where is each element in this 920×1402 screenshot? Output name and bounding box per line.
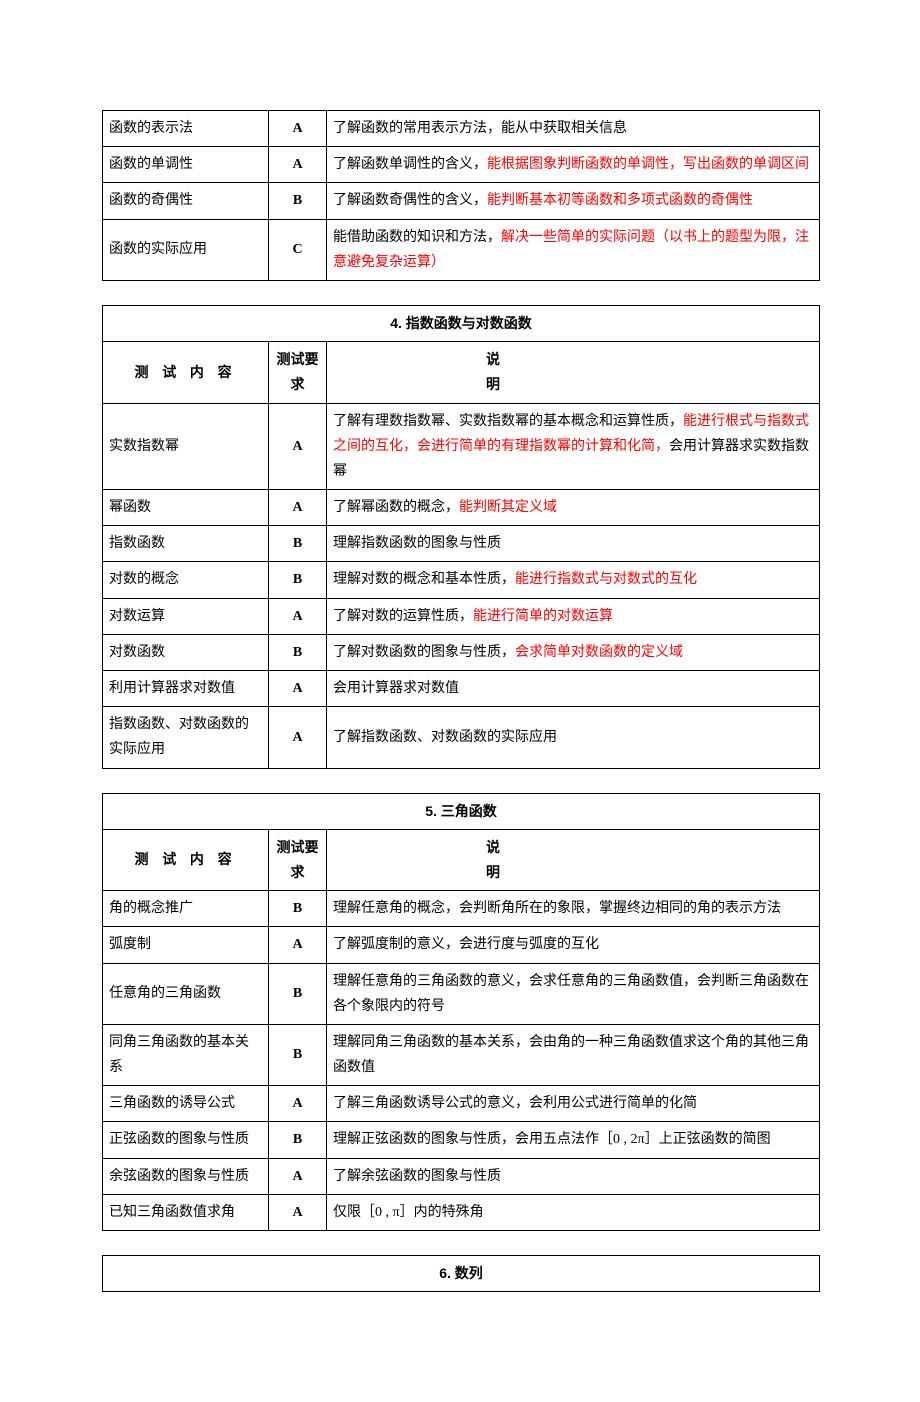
cell-content: 三角函数的诱导公式 — [103, 1086, 269, 1122]
hdr-content: 测 试 内 容 — [103, 342, 269, 403]
cell-desc: 了解三角函数诱导公式的意义，会利用公式进行简单的化简 — [327, 1086, 820, 1122]
table-fragment: 函数的表示法A了解函数的常用表示方法，能从中获取相关信息函数的单调性A了解函数单… — [102, 110, 820, 281]
fragment-body: 函数的表示法A了解函数的常用表示方法，能从中获取相关信息函数的单调性A了解函数单… — [103, 111, 820, 281]
section5-title: 5. 三角函数 — [103, 793, 820, 829]
table-row: 对数函数B了解对数函数的图象与性质，会求简单对数函数的定义域 — [103, 634, 820, 670]
cell-desc: 了解余弦函数的图象与性质 — [327, 1158, 820, 1194]
cell-desc: 理解指数函数的图象与性质 — [327, 526, 820, 562]
cell-content: 已知三角函数值求角 — [103, 1194, 269, 1230]
table-section6: 6. 数列 — [102, 1255, 820, 1292]
table-row: 实数指数幂A了解有理数指数幂、实数指数幂的基本概念和运算性质，能进行根式与指数式… — [103, 403, 820, 490]
cell-desc: 理解正弦函数的图象与性质，会用五点法作［0 , 2π］上正弦函数的简图 — [327, 1122, 820, 1158]
cell-content: 弧度制 — [103, 927, 269, 963]
cell-level: B — [269, 1122, 327, 1158]
cell-level: A — [269, 707, 327, 768]
cell-content: 幂函数 — [103, 490, 269, 526]
cell-level: A — [269, 1086, 327, 1122]
hdr-desc: 说明 — [327, 829, 820, 890]
cell-level: A — [269, 927, 327, 963]
cell-content: 函数的实际应用 — [103, 219, 269, 280]
table-row: 三角函数的诱导公式A了解三角函数诱导公式的意义，会利用公式进行简单的化简 — [103, 1086, 820, 1122]
cell-desc: 能借助函数的知识和方法，解决一些简单的实际问题（以书上的题型为限，注意避免复杂运… — [327, 219, 820, 280]
cell-desc: 了解指数函数、对数函数的实际应用 — [327, 707, 820, 768]
cell-level: B — [269, 634, 327, 670]
cell-desc: 仅限［0 , π］内的特殊角 — [327, 1194, 820, 1230]
cell-content: 函数的单调性 — [103, 147, 269, 183]
table-row: 利用计算器求对数值A会用计算器求对数值 — [103, 671, 820, 707]
cell-desc: 会用计算器求对数值 — [327, 671, 820, 707]
table-row: 指数函数、对数函数的实际应用A了解指数函数、对数函数的实际应用 — [103, 707, 820, 768]
table-row: 函数的单调性A了解函数单调性的含义，能根据图象判断函数的单调性，写出函数的单调区… — [103, 147, 820, 183]
section4-title: 4. 指数函数与对数函数 — [103, 305, 820, 341]
table-row: 幂函数A了解幂函数的概念，能判断其定义域 — [103, 490, 820, 526]
cell-level: A — [269, 598, 327, 634]
table-row: 角的概念推广B理解任意角的概念，会判断角所在的象限，掌握终边相同的角的表示方法 — [103, 891, 820, 927]
cell-content: 函数的奇偶性 — [103, 183, 269, 219]
hdr-level: 测试要求 — [269, 829, 327, 890]
cell-level: B — [269, 1024, 327, 1085]
table-row: 同角三角函数的基本关系B理解同角三角函数的基本关系，会由角的一种三角函数值求这个… — [103, 1024, 820, 1085]
cell-content: 角的概念推广 — [103, 891, 269, 927]
hdr-level: 测试要求 — [269, 342, 327, 403]
cell-content: 实数指数幂 — [103, 403, 269, 490]
cell-content: 对数函数 — [103, 634, 269, 670]
cell-content: 正弦函数的图象与性质 — [103, 1122, 269, 1158]
cell-desc: 了解对数的运算性质，能进行简单的对数运算 — [327, 598, 820, 634]
cell-level: B — [269, 562, 327, 598]
cell-content: 余弦函数的图象与性质 — [103, 1158, 269, 1194]
cell-content: 对数运算 — [103, 598, 269, 634]
table-row: 函数的实际应用C能借助函数的知识和方法，解决一些简单的实际问题（以书上的题型为限… — [103, 219, 820, 280]
cell-content: 任意角的三角函数 — [103, 963, 269, 1024]
cell-desc: 理解对数的概念和基本性质，能进行指数式与对数式的互化 — [327, 562, 820, 598]
cell-content: 同角三角函数的基本关系 — [103, 1024, 269, 1085]
hdr-content: 测 试 内 容 — [103, 829, 269, 890]
cell-desc: 理解任意角的概念，会判断角所在的象限，掌握终边相同的角的表示方法 — [327, 891, 820, 927]
cell-level: A — [269, 147, 327, 183]
table-row: 函数的表示法A了解函数的常用表示方法，能从中获取相关信息 — [103, 111, 820, 147]
cell-desc: 了解对数函数的图象与性质，会求简单对数函数的定义域 — [327, 634, 820, 670]
cell-desc: 了解函数单调性的含义，能根据图象判断函数的单调性，写出函数的单调区间 — [327, 147, 820, 183]
cell-desc: 了解有理数指数幂、实数指数幂的基本概念和运算性质，能进行根式与指数式之间的互化，… — [327, 403, 820, 490]
cell-desc: 了解弧度制的意义，会进行度与弧度的互化 — [327, 927, 820, 963]
cell-level: B — [269, 891, 327, 927]
cell-desc: 了解函数的常用表示方法，能从中获取相关信息 — [327, 111, 820, 147]
table-row: 任意角的三角函数B理解任意角的三角函数的意义，会求任意角的三角函数值，会判断三角… — [103, 963, 820, 1024]
cell-content: 利用计算器求对数值 — [103, 671, 269, 707]
table-row: 正弦函数的图象与性质B理解正弦函数的图象与性质，会用五点法作［0 , 2π］上正… — [103, 1122, 820, 1158]
header-row: 测 试 内 容 测试要求 说明 — [103, 342, 820, 403]
cell-level: A — [269, 1158, 327, 1194]
table-section5: 5. 三角函数 测 试 内 容 测试要求 说明 角的概念推广B理解任意角的概念，… — [102, 793, 820, 1231]
table-row: 对数的概念B理解对数的概念和基本性质，能进行指数式与对数式的互化 — [103, 562, 820, 598]
section4-body: 实数指数幂A了解有理数指数幂、实数指数幂的基本概念和运算性质，能进行根式与指数式… — [103, 403, 820, 768]
cell-level: B — [269, 963, 327, 1024]
table-row: 对数运算A了解对数的运算性质，能进行简单的对数运算 — [103, 598, 820, 634]
table-row: 弧度制A了解弧度制的意义，会进行度与弧度的互化 — [103, 927, 820, 963]
cell-level: A — [269, 671, 327, 707]
section6-title: 6. 数列 — [103, 1256, 820, 1292]
cell-desc: 了解幂函数的概念，能判断其定义域 — [327, 490, 820, 526]
section5-body: 角的概念推广B理解任意角的概念，会判断角所在的象限，掌握终边相同的角的表示方法弧… — [103, 891, 820, 1231]
hdr-desc: 说明 — [327, 342, 820, 403]
cell-desc: 理解同角三角函数的基本关系，会由角的一种三角函数值求这个角的其他三角函数值 — [327, 1024, 820, 1085]
cell-level: B — [269, 183, 327, 219]
cell-desc: 理解任意角的三角函数的意义，会求任意角的三角函数值，会判断三角函数在各个象限内的… — [327, 963, 820, 1024]
cell-content: 指数函数 — [103, 526, 269, 562]
cell-level: A — [269, 490, 327, 526]
table-row: 余弦函数的图象与性质A了解余弦函数的图象与性质 — [103, 1158, 820, 1194]
cell-content: 指数函数、对数函数的实际应用 — [103, 707, 269, 768]
header-row: 测 试 内 容 测试要求 说明 — [103, 829, 820, 890]
cell-desc: 了解函数奇偶性的含义，能判断基本初等函数和多项式函数的奇偶性 — [327, 183, 820, 219]
table-section4: 4. 指数函数与对数函数 测 试 内 容 测试要求 说明 实数指数幂A了解有理数… — [102, 305, 820, 769]
cell-level: A — [269, 1194, 327, 1230]
cell-level: A — [269, 111, 327, 147]
cell-content: 对数的概念 — [103, 562, 269, 598]
table-row: 函数的奇偶性B了解函数奇偶性的含义，能判断基本初等函数和多项式函数的奇偶性 — [103, 183, 820, 219]
table-row: 指数函数B理解指数函数的图象与性质 — [103, 526, 820, 562]
cell-level: A — [269, 403, 327, 490]
table-row: 已知三角函数值求角A仅限［0 , π］内的特殊角 — [103, 1194, 820, 1230]
cell-level: C — [269, 219, 327, 280]
cell-level: B — [269, 526, 327, 562]
cell-content: 函数的表示法 — [103, 111, 269, 147]
